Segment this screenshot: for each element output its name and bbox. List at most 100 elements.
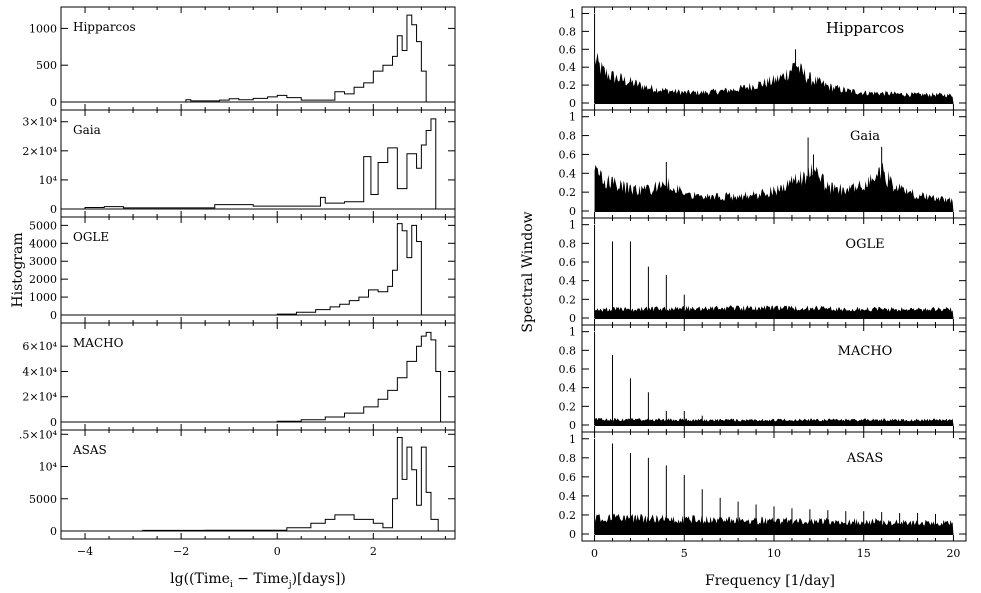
- spec-ytick-label: 0: [569, 419, 576, 432]
- spec-ytick-label: 0.2: [559, 186, 577, 199]
- spec-xtick-label: 5: [681, 547, 688, 560]
- left-xlabel-sub1: i: [230, 580, 233, 590]
- hist-ytick-label: 3000: [29, 255, 57, 268]
- hist-series: [276, 331, 442, 422]
- spec-ytick-label: 0.4: [559, 61, 577, 74]
- hist-xtick-label: −4: [77, 545, 93, 558]
- spec-ytick-label: 0.6: [559, 471, 577, 484]
- spec-ytick-label: 0.4: [559, 382, 577, 395]
- spec-ytick-label: 0: [569, 97, 576, 110]
- right-xlabel: Frequency [1/day]: [705, 573, 835, 589]
- spec-ytick-label: 0.2: [559, 79, 577, 92]
- spec-ytick-label: 1: [569, 433, 576, 446]
- spec-panel-label: Hipparcos: [826, 19, 904, 37]
- spec-envelope: [594, 162, 954, 211]
- spec-xtick-label: 20: [946, 547, 960, 560]
- hist-ytick-label: 6×10⁴: [22, 340, 57, 353]
- spec-ytick-label: 0.6: [559, 363, 577, 376]
- hist-xtick-label: 2: [370, 545, 377, 558]
- hist-panel-asas: 0 5000 10⁴ .5×10⁴ ASAS: [19, 428, 456, 540]
- hist-panel-macho: 0 2×10⁴ 4×10⁴ 6×10⁴ MACHO: [22, 322, 456, 431]
- hist-ytick-label: 2×10⁴: [22, 391, 57, 404]
- spec-ytick-label: 1: [569, 326, 576, 339]
- hist-series: [185, 14, 427, 102]
- hist-ytick-label: 0: [50, 416, 57, 429]
- spec-panel-label: OGLE: [845, 237, 884, 252]
- hist-ytick-label: 4000: [29, 237, 57, 250]
- spec-xtick-label: 15: [857, 547, 871, 560]
- hist-panel-gaia: 0 10⁴ 2×10⁴ 3×10⁴ Gaia: [22, 109, 456, 218]
- spec-ytick-label: 0.6: [559, 148, 577, 161]
- spec-ytick-label: 0.4: [559, 167, 577, 180]
- hist-ytick-label: 10⁴: [39, 174, 58, 187]
- spec-ytick-label: 0.4: [559, 490, 577, 503]
- spec-panel-gaia: 0 0.2 0.4 0.6 0.8 1 Gaia: [559, 109, 967, 219]
- spec-panel-label: Gaia: [850, 129, 880, 144]
- spec-panel-ogle: 0 0.2 0.4 0.6 0.8 1 OGLE: [559, 217, 967, 326]
- spec-xtick-label: 10: [767, 547, 781, 560]
- hist-ytick-label: 3×10⁴: [22, 116, 57, 129]
- hist-panel-label: Gaia: [73, 123, 101, 137]
- hist-ytick-label: 5000: [29, 219, 57, 232]
- spec-panel-hipparcos: 0 0.2 0.4 0.6 0.8 1 Hipparcos: [559, 6, 967, 111]
- hist-panel-frame: [60, 429, 456, 540]
- spec-panel-frame: [581, 324, 967, 433]
- spec-panel-label: ASAS: [846, 451, 884, 466]
- hist-panel-hipparcos: 0 500 1000 Hipparcos: [29, 6, 456, 111]
- spec-ytick-label: 1: [569, 111, 576, 124]
- right-spectral-windows: 0 0.2 0.4 0.6 0.8 1 Hipparcos 0 0.2 0.4 0.6 0.8 1 Gai…: [559, 6, 967, 560]
- spec-xtick-label: 0: [591, 547, 598, 560]
- spec-ytick-label: 0: [569, 205, 576, 218]
- spec-ytick-label: 0: [569, 312, 576, 325]
- hist-ytick-label: 10⁴: [39, 461, 58, 474]
- left-xlabel-sub2: j: [288, 580, 292, 590]
- spec-ytick-label: 0.8: [559, 237, 577, 250]
- hist-ytick-label: 2×10⁴: [22, 145, 57, 158]
- hist-panel-label: OGLE: [73, 230, 109, 244]
- spec-ytick-label: 0.2: [559, 293, 577, 306]
- spec-ytick-label: 0.2: [559, 400, 577, 413]
- spec-ytick-label: 0: [569, 528, 576, 541]
- hist-ytick-label: 4×10⁴: [22, 365, 57, 378]
- hist-xtick-label: 0: [274, 545, 281, 558]
- hist-ytick-label: 0: [50, 96, 57, 109]
- spec-ytick-label: 0.6: [559, 256, 577, 269]
- left-xlabel-mid: − Time: [233, 571, 289, 587]
- spec-ytick-label: 1: [569, 219, 576, 232]
- spec-panel-label: MACHO: [838, 344, 893, 359]
- left-xlabel-part1: lg((Time: [170, 571, 230, 587]
- hist-ytick-label: 0: [50, 203, 57, 216]
- spec-ytick-label: 0.8: [559, 25, 577, 38]
- spec-ytick-label: 1: [569, 7, 576, 20]
- spec-ytick-label: 0.6: [559, 43, 577, 56]
- spec-ytick-label: 0.2: [559, 509, 577, 522]
- spec-panel-macho: 0 0.2 0.4 0.6 0.8 1 MACHO: [559, 324, 967, 433]
- left-xlabel: lg((Timei − Timej)[days]): [170, 571, 346, 590]
- hist-xtick-label: −2: [173, 545, 189, 558]
- hist-panel-label: MACHO: [73, 336, 124, 350]
- spec-ytick-label: 0.4: [559, 275, 577, 288]
- hist-ytick-label: 5000: [29, 493, 57, 506]
- right-ylabel: Spectral Window: [520, 211, 536, 332]
- hist-ytick-label: 500: [36, 59, 57, 72]
- hist-series: [142, 437, 439, 531]
- left-xlabel-end: )[days]): [292, 571, 346, 587]
- hist-panel-frame: [60, 109, 456, 218]
- spec-envelope: [594, 52, 954, 103]
- hist-ytick-label: 2000: [29, 273, 57, 286]
- hist-ytick-label: 0: [50, 525, 57, 538]
- spec-ytick-label: 0.8: [559, 344, 577, 357]
- spec-ytick-label: 0.8: [559, 130, 577, 143]
- hist-panel-ogle: 0 1000 2000 3000 4000 5000 OGLE: [29, 216, 456, 324]
- hist-series: [276, 223, 422, 315]
- hist-ytick-label: 0: [50, 309, 57, 322]
- hist-ytick-label: 1000: [29, 291, 57, 304]
- hist-panel-label: ASAS: [72, 443, 107, 457]
- hist-ytick-label: .5×10⁴: [19, 428, 58, 441]
- hist-panel-label: Hipparcos: [73, 20, 136, 34]
- hist-ytick-label: 1000: [29, 22, 57, 35]
- spec-ytick-label: 0.8: [559, 452, 577, 465]
- spec-panel-asas: 0 0.2 0.4 0.6 0.8 1 ASAS: [559, 431, 967, 542]
- hist-series: [84, 118, 437, 209]
